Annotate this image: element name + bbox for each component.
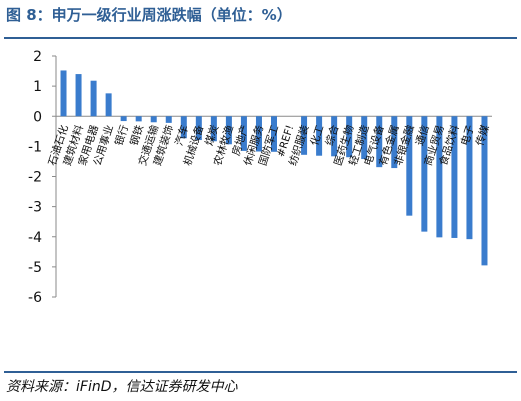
bar-食品饮料 [451,116,458,238]
source-note: 资料来源：iFinD，信达证券研发中心 [6,379,238,395]
bar-通信 [421,116,428,232]
y-tick-label: -3 [28,200,42,216]
bar-电子 [466,116,473,240]
bar-石油石化 [60,70,67,117]
bar-综合 [331,116,338,157]
y-tick-label: 0 [33,109,42,125]
figure-title: 图 8：申万一级行业周涨跌幅（单位：%） [6,6,292,24]
x-tick-label: 综合 [323,123,342,147]
y-tick-label: -4 [28,230,42,246]
bar-农林牧渔 [225,116,232,145]
bar-钢铁 [135,116,142,122]
chart-bars [60,70,488,266]
bottom-rule [4,371,517,373]
bar-休闲服务 [255,116,262,152]
y-tick-label: 2 [33,49,42,65]
bar-国防军工 [271,116,277,152]
bar-有色金属 [391,116,398,169]
bar-建筑材料 [75,74,82,117]
bar-煤炭 [210,116,217,142]
bar-商业贸易 [436,116,443,238]
y-tick-label: -6 [28,290,42,306]
bar-电气设备 [376,116,383,168]
x-tick-label: 钢铁 [127,123,146,147]
bar-非银金融 [406,116,413,216]
bar-建筑装饰 [165,116,172,123]
bar-汽车 [180,116,187,139]
y-tick-label: -5 [28,260,42,276]
x-tick-label: 煤炭 [202,123,221,147]
bar-chart: 2 1 0 -1 -2 -3 -4 -5 -6 石油石化建筑材料家用电器公用事业银行钢铁交通运输… [28,49,492,306]
bar-传媒 [481,116,488,266]
x-tick-label: 银行 [112,123,131,147]
bar-纺织服装 [301,116,308,155]
bar-公用事业 [105,93,112,117]
x-tick-labels: 石油石化建筑材料家用电器公用事业银行钢铁交通运输建筑装饰汽车机械设备煤炭农林牧渔… [46,123,492,167]
y-tick-label: -1 [28,139,42,155]
bar-医药生物 [346,116,353,158]
bar-家用电器 [90,80,97,117]
y-tick-label: -2 [28,170,42,186]
bar-机械设备 [195,116,202,141]
bar-银行 [120,116,127,122]
top-rule [4,37,517,39]
bar-轻工制造 [361,116,368,160]
x-tick-label: 汽车 [172,123,191,147]
bar-化工 [316,116,323,156]
bar-房地产 [240,116,247,151]
bar-交通运输 [150,116,157,123]
y-tick-label: 1 [33,79,42,95]
x-tick-label: 电子 [458,123,477,147]
x-tick-label: 化工 [308,123,327,147]
y-tick-labels: 2 1 0 -1 -2 -3 -4 -5 -6 [28,49,42,306]
x-tick-label: 传媒 [473,123,492,147]
